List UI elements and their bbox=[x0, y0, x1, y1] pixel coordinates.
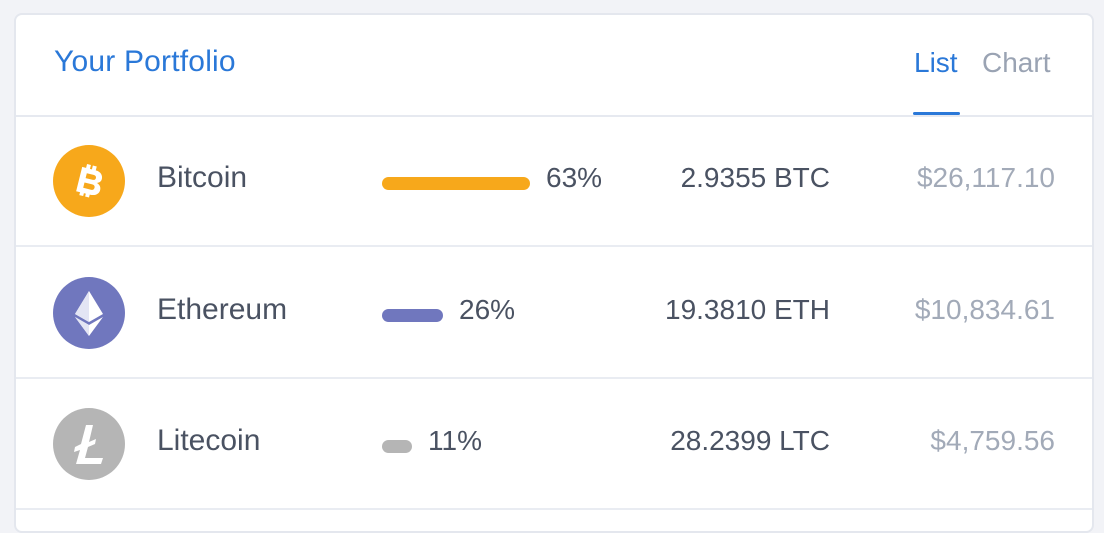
coin-amount: 19.3810 ETH bbox=[665, 294, 830, 325]
coin-name: Litecoin bbox=[157, 424, 261, 457]
coin-value: $4,759.56 bbox=[930, 425, 1055, 456]
portfolio-card: Your Portfolio List Chart Bitcoin 63% 2.… bbox=[14, 13, 1094, 533]
list-item-litecoin[interactable]: Litecoin 11% 28.2399 LTC $4,759.56 bbox=[16, 378, 1092, 510]
allocation-bar bbox=[382, 309, 443, 322]
list-item-bitcoin[interactable]: Bitcoin 63% 2.9355 BTC $26,117.10 bbox=[16, 115, 1092, 247]
allocation-percent: 11% bbox=[428, 425, 482, 456]
allocation-percent: 63% bbox=[546, 162, 603, 193]
litecoin-icon bbox=[53, 408, 125, 480]
list-item-ethereum[interactable]: Ethereum 26% 19.3810 ETH $10,834.61 bbox=[16, 247, 1092, 379]
coin-amount: 28.2399 LTC bbox=[670, 425, 830, 456]
coin-amount: 2.9355 BTC bbox=[680, 162, 830, 193]
coin-value: $10,834.61 bbox=[914, 294, 1055, 325]
coin-name: Bitcoin bbox=[157, 161, 248, 194]
tab-list[interactable]: List bbox=[914, 47, 958, 78]
allocation-bar bbox=[382, 177, 530, 190]
allocation-percent: 26% bbox=[459, 294, 516, 325]
active-tab-indicator bbox=[913, 112, 960, 115]
tab-chart[interactable]: Chart bbox=[982, 47, 1051, 78]
portfolio-header: Your Portfolio List Chart bbox=[16, 15, 1092, 117]
coin-name: Ethereum bbox=[157, 293, 288, 326]
ethereum-icon bbox=[53, 277, 125, 349]
allocation-bar bbox=[382, 440, 412, 453]
coin-value: $26,117.10 bbox=[916, 162, 1055, 193]
bitcoin-icon bbox=[53, 145, 125, 217]
page-title: Your Portfolio bbox=[54, 45, 236, 78]
